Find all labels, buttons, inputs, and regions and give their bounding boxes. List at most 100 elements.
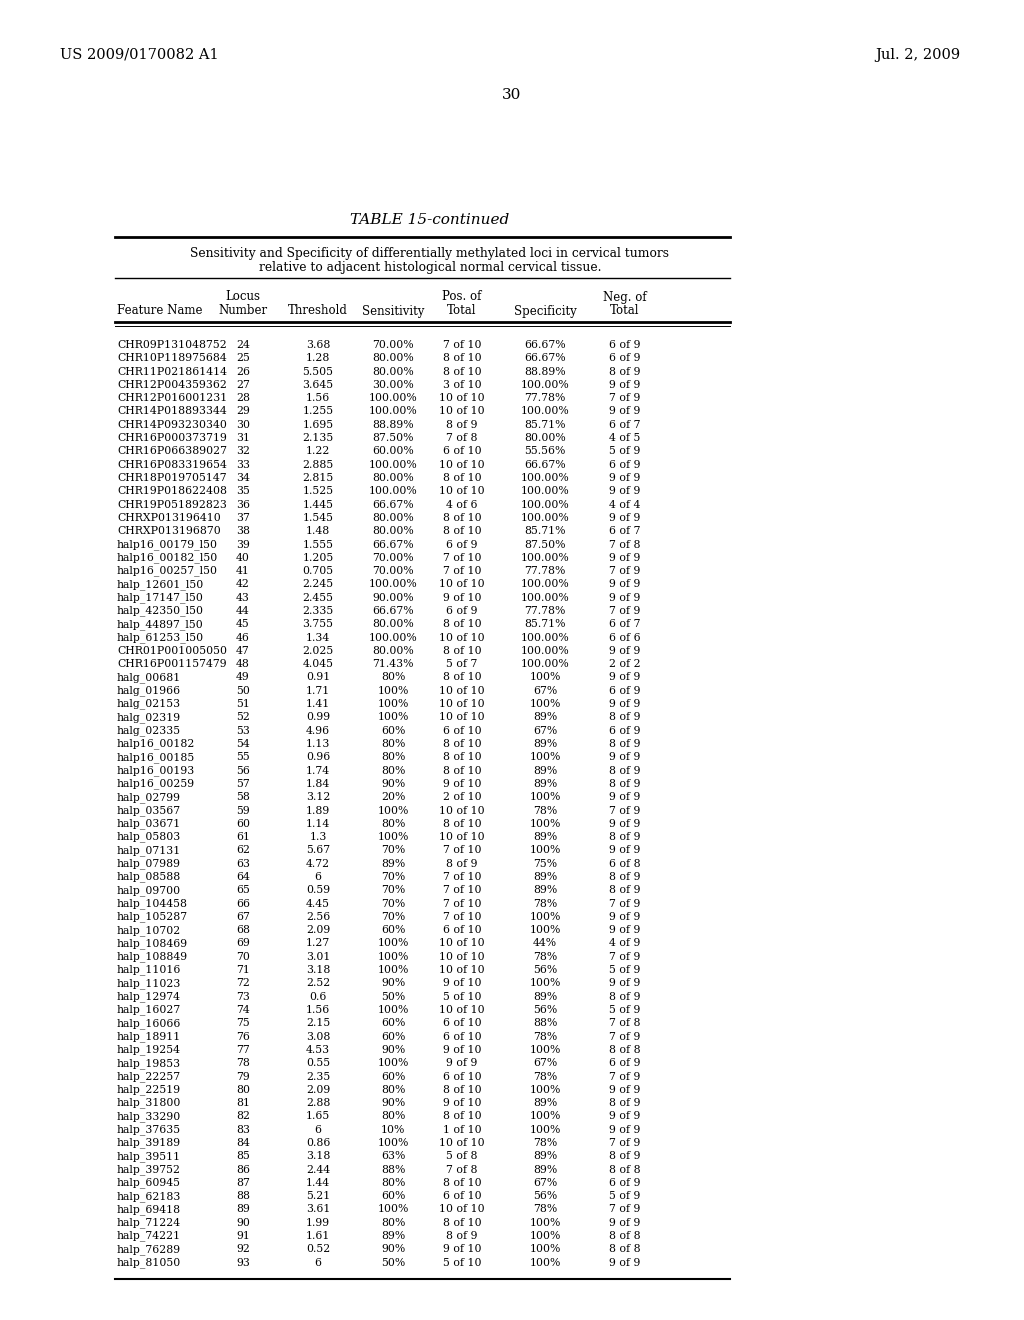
Text: 7 of 10: 7 of 10 bbox=[442, 341, 481, 350]
Text: 9 of 9: 9 of 9 bbox=[609, 792, 641, 803]
Text: 8 of 8: 8 of 8 bbox=[609, 1164, 641, 1175]
Text: 41: 41 bbox=[237, 566, 250, 576]
Text: halp_31800: halp_31800 bbox=[117, 1098, 181, 1109]
Text: 50%: 50% bbox=[381, 991, 406, 1002]
Text: 55.56%: 55.56% bbox=[524, 446, 565, 457]
Text: 1.28: 1.28 bbox=[306, 354, 330, 363]
Text: Specificity: Specificity bbox=[514, 305, 577, 318]
Text: 10 of 10: 10 of 10 bbox=[439, 407, 484, 417]
Text: 64: 64 bbox=[237, 873, 250, 882]
Text: 78%: 78% bbox=[532, 1032, 557, 1041]
Text: 91: 91 bbox=[237, 1232, 250, 1241]
Text: 100.00%: 100.00% bbox=[520, 513, 569, 523]
Text: 100%: 100% bbox=[529, 792, 561, 803]
Text: 80%: 80% bbox=[381, 739, 406, 748]
Text: 100%: 100% bbox=[377, 713, 409, 722]
Text: 89%: 89% bbox=[532, 766, 557, 776]
Text: halp_11023: halp_11023 bbox=[117, 978, 181, 989]
Text: 34: 34 bbox=[237, 473, 250, 483]
Text: halp_39511: halp_39511 bbox=[117, 1151, 181, 1162]
Text: 100.00%: 100.00% bbox=[520, 407, 569, 417]
Text: 100%: 100% bbox=[529, 1111, 561, 1122]
Text: 87.50%: 87.50% bbox=[524, 540, 565, 549]
Text: 63%: 63% bbox=[381, 1151, 406, 1162]
Text: 2.56: 2.56 bbox=[306, 912, 330, 921]
Text: 4.96: 4.96 bbox=[306, 726, 330, 735]
Text: 6 of 9: 6 of 9 bbox=[609, 459, 641, 470]
Text: 88%: 88% bbox=[532, 1018, 557, 1028]
Text: 10 of 10: 10 of 10 bbox=[439, 632, 484, 643]
Text: 1.545: 1.545 bbox=[302, 513, 334, 523]
Text: 38: 38 bbox=[236, 527, 250, 536]
Text: 7 of 9: 7 of 9 bbox=[609, 1138, 641, 1148]
Text: 66.67%: 66.67% bbox=[524, 341, 566, 350]
Text: 90%: 90% bbox=[381, 1245, 406, 1254]
Text: 50: 50 bbox=[237, 686, 250, 696]
Text: 44%: 44% bbox=[532, 939, 557, 949]
Text: 5 of 9: 5 of 9 bbox=[609, 965, 641, 975]
Text: 66.67%: 66.67% bbox=[372, 540, 414, 549]
Text: 42: 42 bbox=[237, 579, 250, 590]
Text: 27: 27 bbox=[237, 380, 250, 389]
Text: 60%: 60% bbox=[381, 1191, 406, 1201]
Text: halp16_00193: halp16_00193 bbox=[117, 766, 196, 776]
Text: 100%: 100% bbox=[529, 912, 561, 921]
Text: 4 of 9: 4 of 9 bbox=[609, 939, 641, 949]
Text: 30.00%: 30.00% bbox=[372, 380, 414, 389]
Text: 70%: 70% bbox=[381, 899, 406, 908]
Text: 0.52: 0.52 bbox=[306, 1245, 330, 1254]
Text: 10 of 10: 10 of 10 bbox=[439, 952, 484, 962]
Text: halp_07989: halp_07989 bbox=[117, 858, 181, 869]
Text: 7 of 10: 7 of 10 bbox=[442, 886, 481, 895]
Text: 100%: 100% bbox=[377, 1204, 409, 1214]
Text: 84: 84 bbox=[237, 1138, 250, 1148]
Text: 1.44: 1.44 bbox=[306, 1177, 330, 1188]
Text: 67%: 67% bbox=[532, 1177, 557, 1188]
Text: 85.71%: 85.71% bbox=[524, 420, 565, 430]
Text: 67%: 67% bbox=[532, 1059, 557, 1068]
Text: CHR09P131048752: CHR09P131048752 bbox=[117, 341, 226, 350]
Text: 89%: 89% bbox=[532, 832, 557, 842]
Text: 74: 74 bbox=[237, 1005, 250, 1015]
Text: 78%: 78% bbox=[532, 899, 557, 908]
Text: 6 of 9: 6 of 9 bbox=[609, 341, 641, 350]
Text: 5 of 7: 5 of 7 bbox=[446, 659, 477, 669]
Text: 88: 88 bbox=[236, 1191, 250, 1201]
Text: halp_44897_l50: halp_44897_l50 bbox=[117, 619, 204, 630]
Text: 0.55: 0.55 bbox=[306, 1059, 330, 1068]
Text: relative to adjacent histological normal cervical tissue.: relative to adjacent histological normal… bbox=[259, 260, 601, 273]
Text: halp_18911: halp_18911 bbox=[117, 1031, 181, 1041]
Text: halg_02319: halg_02319 bbox=[117, 711, 181, 723]
Text: 60%: 60% bbox=[381, 726, 406, 735]
Text: 10 of 10: 10 of 10 bbox=[439, 700, 484, 709]
Text: 10 of 10: 10 of 10 bbox=[439, 939, 484, 949]
Text: 100%: 100% bbox=[377, 805, 409, 816]
Text: 10 of 10: 10 of 10 bbox=[439, 965, 484, 975]
Text: 2 of 2: 2 of 2 bbox=[609, 659, 641, 669]
Text: 100%: 100% bbox=[529, 1245, 561, 1254]
Text: 6 of 9: 6 of 9 bbox=[446, 606, 478, 616]
Text: 80.00%: 80.00% bbox=[372, 354, 414, 363]
Text: Feature Name: Feature Name bbox=[117, 305, 203, 318]
Text: 60%: 60% bbox=[381, 1032, 406, 1041]
Text: 2.88: 2.88 bbox=[306, 1098, 330, 1107]
Text: 80.00%: 80.00% bbox=[372, 367, 414, 376]
Text: TABLE 15-continued: TABLE 15-continued bbox=[350, 213, 510, 227]
Text: 10 of 10: 10 of 10 bbox=[439, 686, 484, 696]
Text: 90%: 90% bbox=[381, 978, 406, 989]
Text: 1.205: 1.205 bbox=[302, 553, 334, 562]
Text: 88.89%: 88.89% bbox=[524, 367, 566, 376]
Text: 89%: 89% bbox=[381, 859, 406, 869]
Text: 7 of 9: 7 of 9 bbox=[609, 1204, 641, 1214]
Text: 77.78%: 77.78% bbox=[524, 606, 565, 616]
Text: 56: 56 bbox=[237, 766, 250, 776]
Text: 2.35: 2.35 bbox=[306, 1072, 330, 1081]
Text: 100.00%: 100.00% bbox=[520, 659, 569, 669]
Text: Number: Number bbox=[218, 305, 267, 318]
Text: 100%: 100% bbox=[377, 1138, 409, 1148]
Text: 67: 67 bbox=[237, 912, 250, 921]
Text: 6 of 9: 6 of 9 bbox=[609, 686, 641, 696]
Text: 9 of 9: 9 of 9 bbox=[609, 845, 641, 855]
Text: 7 of 8: 7 of 8 bbox=[446, 1164, 478, 1175]
Text: 1.525: 1.525 bbox=[302, 486, 334, 496]
